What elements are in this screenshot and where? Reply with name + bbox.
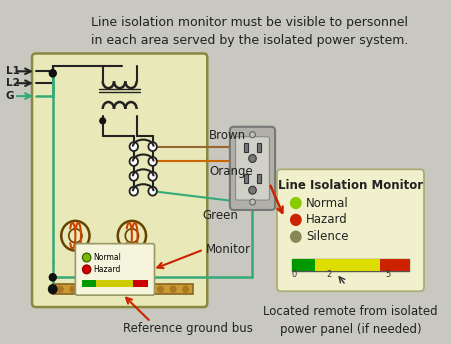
Text: Green: Green (202, 209, 239, 223)
Circle shape (148, 142, 157, 151)
Circle shape (108, 286, 113, 292)
Text: L1: L1 (6, 66, 19, 76)
Bar (315, 258, 380, 271)
Bar (380, 258, 409, 271)
Circle shape (129, 172, 138, 181)
Text: Hazard: Hazard (306, 213, 348, 226)
Text: Normal: Normal (93, 253, 121, 262)
Text: Hazard: Hazard (93, 265, 121, 274)
Circle shape (83, 286, 88, 292)
Bar (257, 143, 261, 152)
Circle shape (129, 142, 138, 151)
Text: Orange: Orange (209, 165, 253, 179)
Text: Silence: Silence (306, 230, 349, 243)
Circle shape (133, 286, 138, 292)
Bar (292, 258, 315, 271)
FancyBboxPatch shape (75, 244, 155, 295)
Text: 2: 2 (327, 270, 332, 279)
Circle shape (69, 229, 82, 243)
Bar (257, 174, 261, 183)
Circle shape (50, 274, 56, 281)
Bar (97, 280, 133, 287)
Bar (53, 284, 193, 294)
Text: Monitor: Monitor (205, 243, 250, 256)
Bar (292, 258, 409, 271)
Circle shape (148, 172, 157, 181)
Circle shape (50, 274, 56, 281)
Circle shape (290, 231, 301, 242)
Bar (82, 280, 97, 287)
Circle shape (83, 253, 91, 262)
Circle shape (118, 221, 146, 250)
Circle shape (250, 132, 255, 138)
Circle shape (50, 70, 56, 77)
Circle shape (290, 197, 301, 208)
Text: Located remote from isolated
power panel (if needed): Located remote from isolated power panel… (263, 305, 438, 336)
Circle shape (183, 286, 189, 292)
Bar (133, 280, 148, 287)
Text: Normal: Normal (306, 196, 349, 209)
Circle shape (61, 221, 89, 250)
Circle shape (249, 186, 256, 194)
Text: Brown: Brown (209, 129, 246, 142)
Circle shape (170, 286, 176, 292)
FancyBboxPatch shape (32, 53, 207, 307)
Text: 0: 0 (291, 270, 297, 279)
Circle shape (290, 214, 301, 225)
FancyBboxPatch shape (230, 127, 275, 210)
Circle shape (57, 286, 63, 292)
Circle shape (50, 70, 56, 77)
Circle shape (148, 157, 157, 166)
Circle shape (148, 187, 157, 196)
Text: Reference ground bus: Reference ground bus (124, 322, 253, 335)
Bar (244, 174, 248, 183)
Circle shape (250, 199, 255, 205)
Circle shape (249, 154, 256, 162)
Text: Line Isolation Monitor: Line Isolation Monitor (278, 179, 423, 192)
Bar (244, 143, 248, 152)
Circle shape (129, 187, 138, 196)
Text: L2: L2 (6, 78, 19, 88)
Text: Line isolation monitor must be visible to personnel
in each area served by the i: Line isolation monitor must be visible t… (91, 16, 408, 47)
Circle shape (83, 265, 91, 274)
FancyBboxPatch shape (235, 137, 269, 200)
Circle shape (100, 118, 106, 124)
Circle shape (95, 286, 101, 292)
Circle shape (49, 285, 57, 294)
Circle shape (129, 157, 138, 166)
Circle shape (158, 286, 163, 292)
Circle shape (120, 286, 126, 292)
Circle shape (70, 286, 76, 292)
Text: 5: 5 (385, 270, 391, 279)
FancyBboxPatch shape (277, 169, 424, 291)
Text: G: G (6, 91, 14, 101)
Circle shape (145, 286, 151, 292)
Circle shape (125, 229, 138, 243)
